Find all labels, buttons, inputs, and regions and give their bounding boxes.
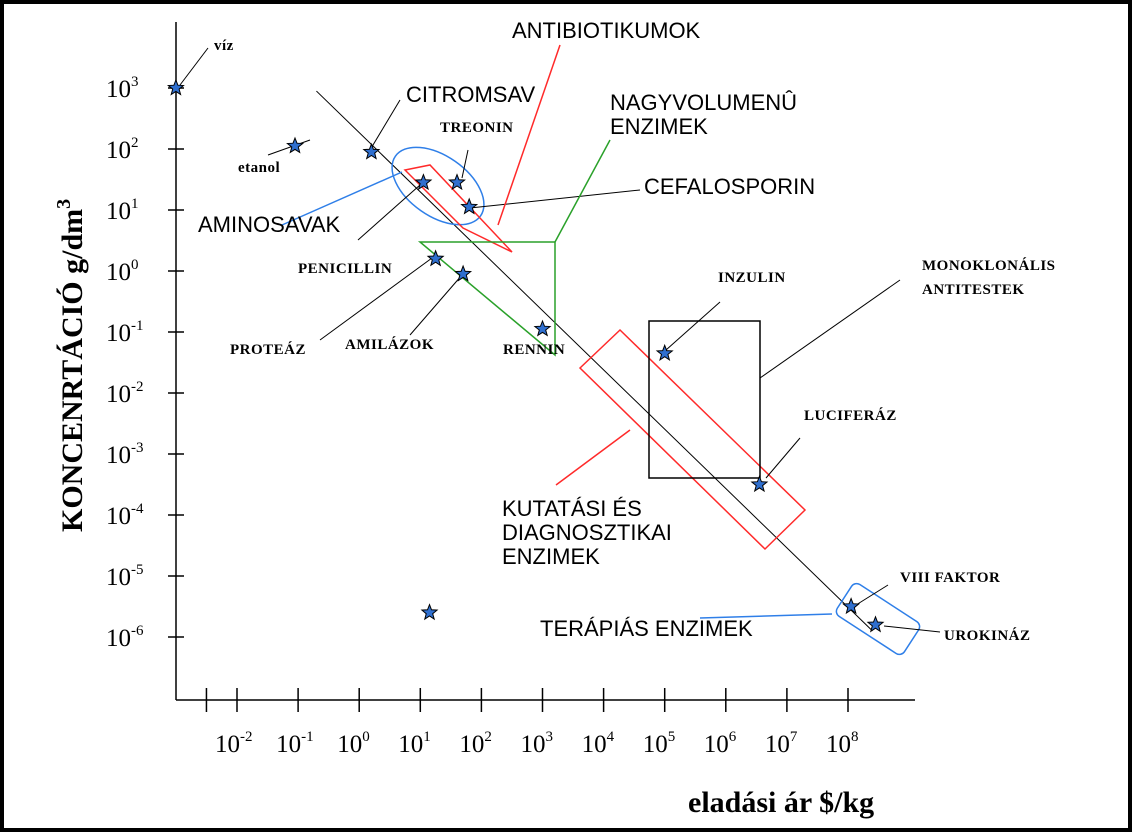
group-outlines — [391, 146, 921, 656]
label-antibiotikumok: ANTIBIOTIKUMOK — [512, 18, 701, 43]
x-tick-label: 103 — [521, 729, 554, 758]
data-point-star — [460, 197, 479, 215]
label-cefalosporin: CEFALOSPORIN — [644, 174, 815, 199]
annotations: víz etanol CITROMSAV TREONIN AMINOSAVAK … — [198, 18, 1056, 644]
label-urokinaz: UROKINÁZ — [944, 627, 1031, 644]
data-points — [166, 78, 885, 633]
data-point-star — [533, 319, 552, 337]
data-point-star — [454, 264, 473, 282]
data-point-star — [166, 78, 185, 96]
label-monoklonalis-1: MONOKLONÁLIS — [922, 257, 1056, 274]
aminosavak-ellipse — [391, 146, 485, 226]
data-point-star — [414, 173, 433, 191]
y-tick-label: 100 — [106, 257, 139, 286]
data-point-star — [426, 249, 445, 267]
label-nagyvolumenu-2: ENZIMEK — [610, 114, 708, 139]
y-tick-label: 10-2 — [106, 379, 144, 408]
kutatasi-rect — [578, 328, 807, 551]
data-point-star — [842, 597, 861, 615]
terapias-rect — [835, 582, 921, 656]
label-rennin: RENNIN — [503, 342, 565, 358]
label-proteaz: PROTEÁZ — [230, 341, 306, 358]
x-tick-label: 105 — [643, 729, 676, 758]
y-tick-label: 10-6 — [106, 623, 144, 652]
label-nagyvolumenu-1: NAGYVOLUMENÛ — [610, 90, 797, 115]
x-tick-label: 10-2 — [215, 729, 253, 758]
data-point-star — [362, 142, 381, 160]
label-kutatasi-1: KUTATÁSI ÉS — [502, 496, 642, 521]
x-tick-label: 101 — [398, 729, 431, 758]
y-tick-label: 101 — [106, 196, 139, 225]
data-point-star — [866, 615, 885, 633]
label-kutatasi-3: ENZIMEK — [502, 544, 600, 569]
y-tick-label: 10-1 — [106, 318, 144, 347]
data-point-star — [420, 603, 439, 621]
y-tick-label: 10-4 — [106, 501, 144, 530]
x-tick-label: 102 — [459, 729, 492, 758]
x-axis-title: eladási ár $/kg — [688, 786, 874, 819]
x-tick-label: 100 — [337, 729, 370, 758]
x-tick-label: 107 — [765, 729, 798, 758]
label-luciferaz: LUCIFERÁZ — [804, 407, 897, 424]
y-tick-label: 10-3 — [106, 440, 144, 469]
trend-line — [316, 90, 873, 632]
label-kutatasi-2: DIAGNOSZTIKAI — [502, 520, 672, 545]
label-penicillin: PENICILLIN — [298, 261, 392, 277]
data-point-star — [448, 173, 466, 191]
axes — [168, 22, 915, 712]
y-axis-title: KONCENRTÁCIÓ g/dm3 — [53, 199, 89, 532]
label-citromsav: CITROMSAV — [406, 82, 535, 107]
y-tick-label: 10-5 — [106, 562, 144, 591]
leader-lines — [179, 44, 941, 633]
x-tick-label: 108 — [826, 729, 859, 758]
y-axis-title-superscript: 3 — [53, 199, 75, 209]
label-inzulin: INZULIN — [718, 270, 786, 286]
data-point-star — [286, 136, 305, 154]
x-tick-label: 104 — [582, 729, 615, 758]
label-monoklonalis-2: ANTITESTEK — [922, 282, 1025, 298]
tick-labels: 10-2 10-1 100 101 102 103 104 105 106 107 108 103 10… — [106, 74, 859, 758]
label-etanol: etanol — [238, 160, 280, 176]
y-tick-label: 102 — [106, 135, 139, 164]
monoklonalis-rect — [648, 320, 761, 479]
label-aminosavak: AMINOSAVAK — [198, 212, 341, 237]
x-tick-label: 106 — [704, 729, 737, 758]
label-amilazok: AMILÁZOK — [345, 336, 434, 353]
data-point-star — [750, 475, 769, 493]
y-tick-label: 103 — [106, 74, 139, 103]
label-treonin: TREONIN — [440, 120, 514, 136]
cefalosporin-quad — [403, 164, 513, 253]
data-point-star — [655, 343, 674, 361]
nagyvolumenu-triangle — [417, 241, 556, 357]
label-terapias: TERÁPIÁS ENZIMEK — [540, 616, 753, 641]
label-viii-faktor: VIII FAKTOR — [900, 570, 1000, 586]
label-viz: víz — [214, 38, 234, 54]
x-tick-label: 10-1 — [276, 729, 314, 758]
